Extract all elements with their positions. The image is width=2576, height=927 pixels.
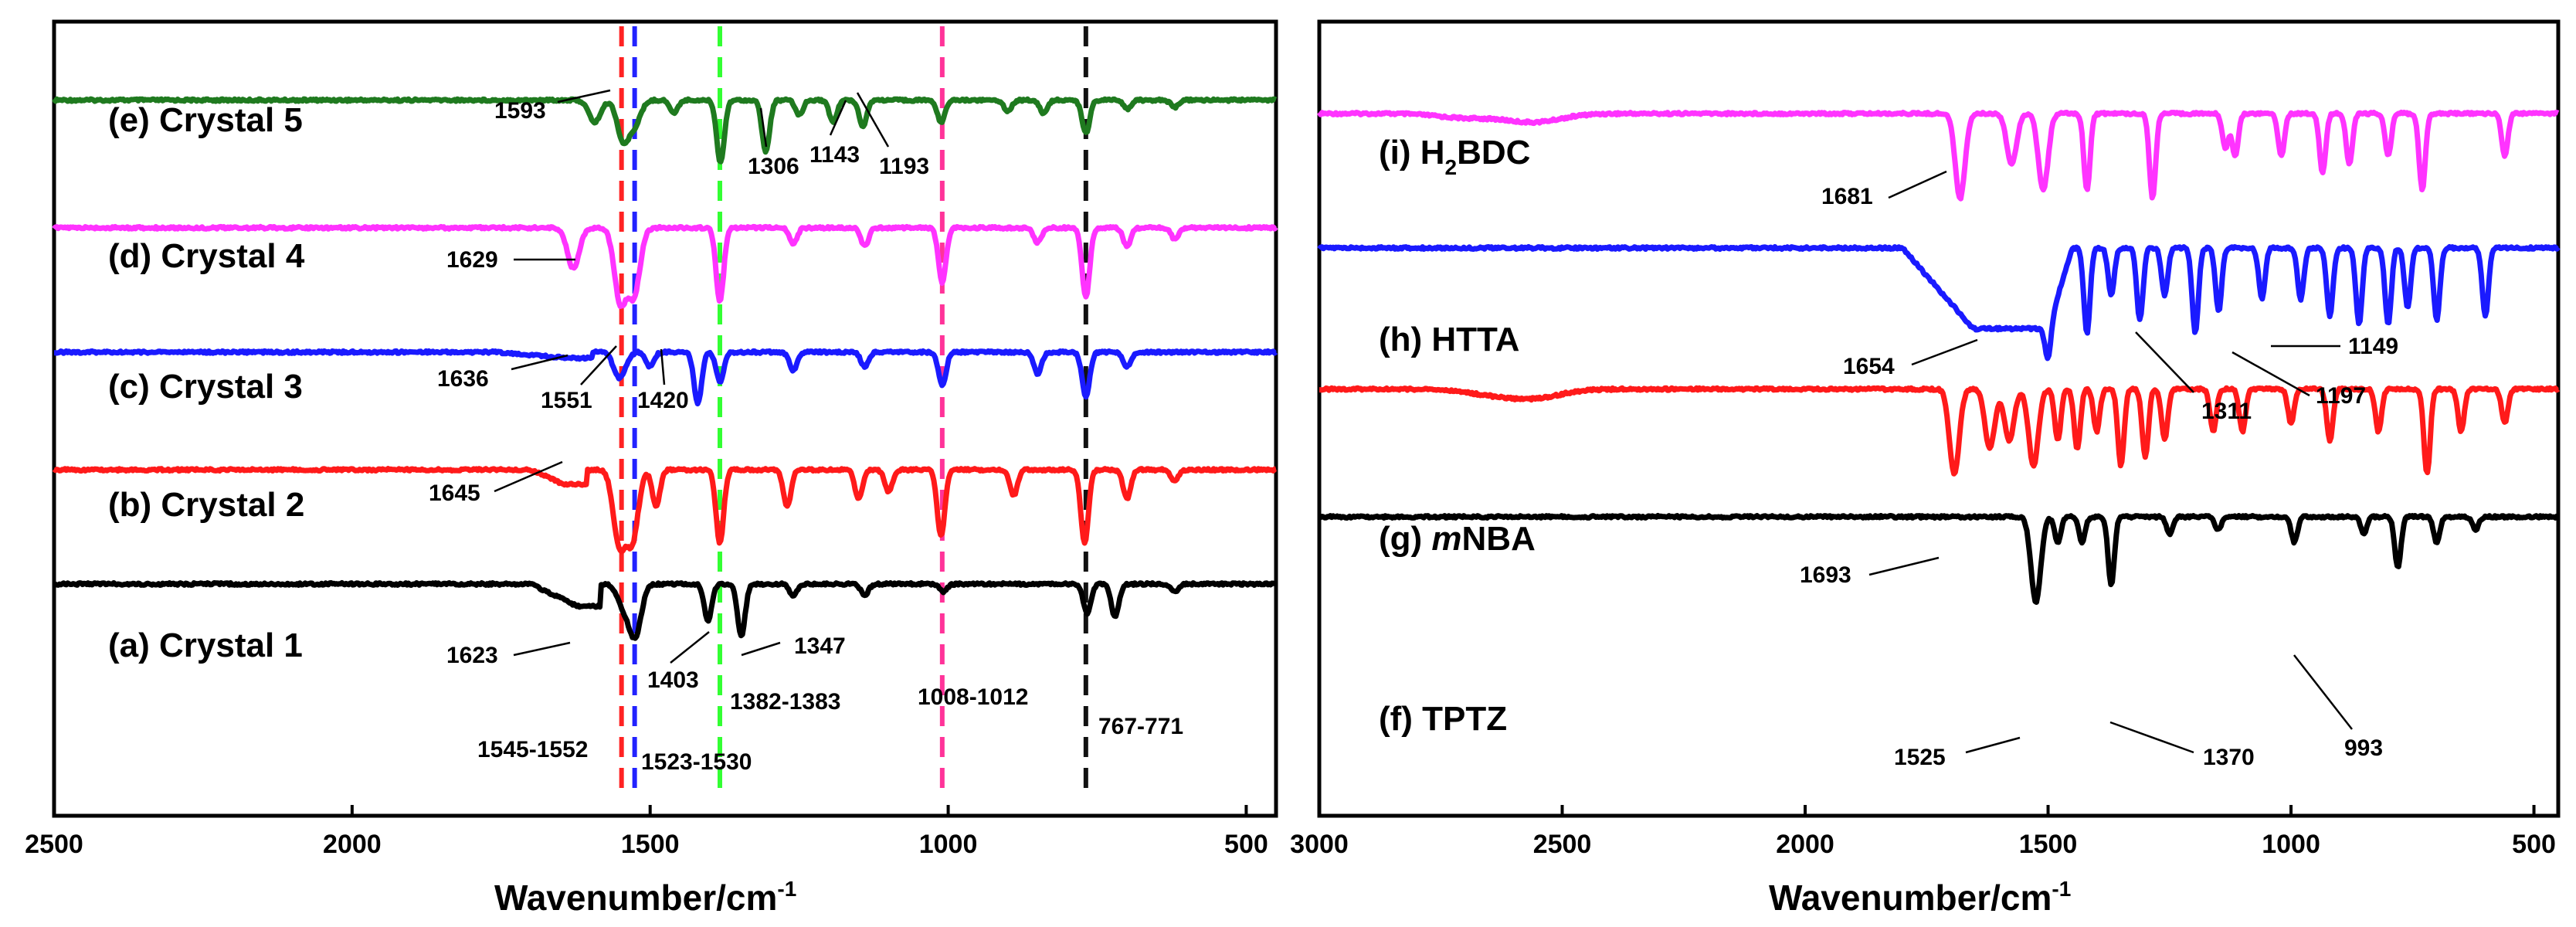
x-tick-label-3000: 3000: [1290, 830, 1349, 859]
label-crystal-2: (b) Crystal 2: [108, 486, 304, 524]
leader-1623: [513, 641, 571, 657]
peak-1193: 1193: [879, 154, 929, 179]
leader-1420: [660, 348, 666, 385]
peak-1525: 1525: [1894, 745, 1946, 770]
leader-1525: [1965, 736, 2021, 754]
label-mnba-part2: NBA: [1462, 520, 1536, 558]
x-tick-label-500: 500: [2512, 830, 2556, 859]
right-x-axis-title-text: Wavenumber/cm: [1769, 878, 2052, 918]
label-crystal-4: (d) Crystal 4: [108, 237, 305, 275]
leader-1403: [670, 631, 710, 664]
right-plot-frame: [1317, 19, 2561, 818]
label-h2bdc-part1: (i) H: [1379, 134, 1445, 171]
right-curves: [1317, 110, 2561, 605]
peak-1693: 1693: [1800, 562, 1851, 588]
x-tick-label-2500: 2500: [25, 830, 83, 859]
peak-1311: 1311: [2201, 399, 2252, 424]
leader-1197: [2232, 351, 2310, 397]
series-line--a-crystal-1: [53, 580, 1278, 641]
leader-1645: [494, 460, 563, 493]
x-tick-label-1000: 1000: [2262, 830, 2320, 859]
label-mnba-part1: (g): [1379, 520, 1431, 558]
range-1382-1383: 1382-1383: [730, 689, 840, 715]
label-crystal-1: (a) Crystal 1: [108, 626, 303, 664]
x-tick-label-1000: 1000: [919, 830, 978, 859]
leader-1143: [829, 100, 847, 136]
label-h2bdc: (i) H2BDC: [1379, 134, 1530, 179]
range-1545-1552: 1545-1552: [477, 737, 588, 762]
range-767-771: 767-771: [1098, 714, 1183, 739]
peak-1645: 1645: [429, 480, 480, 506]
series-line--d-crystal-4: [52, 223, 1278, 309]
label-tptz: (f) TPTZ: [1379, 700, 1507, 738]
x-tick-label-2500: 2500: [1533, 830, 1592, 859]
leader-1636: [511, 354, 568, 371]
x-tick-label-2000: 2000: [323, 830, 382, 859]
peak-1593: 1593: [494, 98, 546, 124]
left-curves: [52, 96, 1278, 641]
peak-1149: 1149: [2348, 334, 2398, 359]
peak-1623: 1623: [446, 643, 498, 668]
label-h2bdc-part2: BDC: [1457, 134, 1530, 171]
series-line--b-crystal-2: [52, 466, 1278, 555]
label-mnba-italic: m: [1431, 520, 1461, 558]
series-line--h-htta: [1317, 244, 2561, 362]
peak-993: 993: [2344, 735, 2383, 761]
leader-1306: [759, 107, 768, 148]
series-line--i-h2bdc: [1317, 110, 2560, 202]
right-x-ticks: 3000 2500 2000 1500 1000 500: [1290, 805, 2556, 859]
x-tick-label-500: 500: [1224, 830, 1268, 859]
label-crystal-3: (c) Crystal 3: [108, 368, 303, 406]
leader-1654: [1911, 338, 1978, 366]
leader-1593: [557, 89, 611, 104]
left-panel: 2500 2000 1500 1000 500 (e) Crystal 5 (d) Cr…: [25, 19, 1278, 918]
peak-1629: 1629: [446, 247, 498, 273]
right-panel: 3000 2500 2000 1500 1000 500 (i) H2BDC (h) HT…: [1290, 19, 2561, 918]
peak-1197: 1197: [2316, 383, 2366, 409]
leader-1193: [856, 92, 890, 148]
right-x-axis-title: Wavenumber/cm-1: [1769, 877, 2071, 918]
left-x-axis-title: Wavenumber/cm-1: [494, 877, 796, 918]
label-mnba: (g) mNBA: [1379, 520, 1536, 558]
left-x-axis-title-text: Wavenumber/cm: [494, 878, 777, 918]
leader-1370: [2109, 721, 2194, 754]
left-x-ticks: 2500 2000 1500 1000 500: [25, 805, 1268, 859]
right-x-axis-title-sup: -1: [2052, 877, 2071, 901]
peak-1370: 1370: [2203, 745, 2255, 770]
leader-1311: [2135, 331, 2194, 393]
left-reference-lines: [619, 26, 1088, 788]
label-h2bdc-sub: 2: [1445, 155, 1458, 179]
x-tick-label-2000: 2000: [1776, 830, 1834, 859]
left-plot-frame: [52, 19, 1278, 818]
series-line--g-mnba: [1318, 385, 2561, 477]
range-1523-1530: 1523-1530: [641, 749, 752, 775]
label-htta: (h) HTTA: [1379, 321, 1519, 358]
peak-1654: 1654: [1843, 354, 1895, 379]
peak-1681: 1681: [1821, 184, 1873, 209]
leader-1347: [741, 641, 781, 657]
peak-1636: 1636: [437, 366, 489, 392]
range-1008-1012: 1008-1012: [918, 684, 1028, 710]
series-line--f-tptz: [1317, 513, 2560, 605]
series-line--e-crystal-5: [52, 96, 1278, 165]
leader-1551: [580, 345, 617, 385]
leader-993: [2293, 654, 2353, 730]
peak-1403: 1403: [647, 667, 699, 693]
peak-1347: 1347: [794, 633, 846, 659]
label-crystal-5: (e) Crystal 5: [108, 101, 303, 139]
peak-1420: 1420: [637, 388, 689, 413]
leader-1681: [1888, 170, 1947, 199]
x-tick-label-1500: 1500: [621, 830, 680, 859]
series-line--c-crystal-3: [53, 348, 1278, 407]
x-tick-label-1500: 1500: [2019, 830, 2078, 859]
left-x-axis-title-sup: -1: [777, 877, 796, 901]
peak-1551: 1551: [541, 388, 592, 413]
peak-1143: 1143: [809, 142, 860, 168]
leader-1693: [1868, 556, 1940, 576]
peak-1306: 1306: [748, 154, 799, 179]
